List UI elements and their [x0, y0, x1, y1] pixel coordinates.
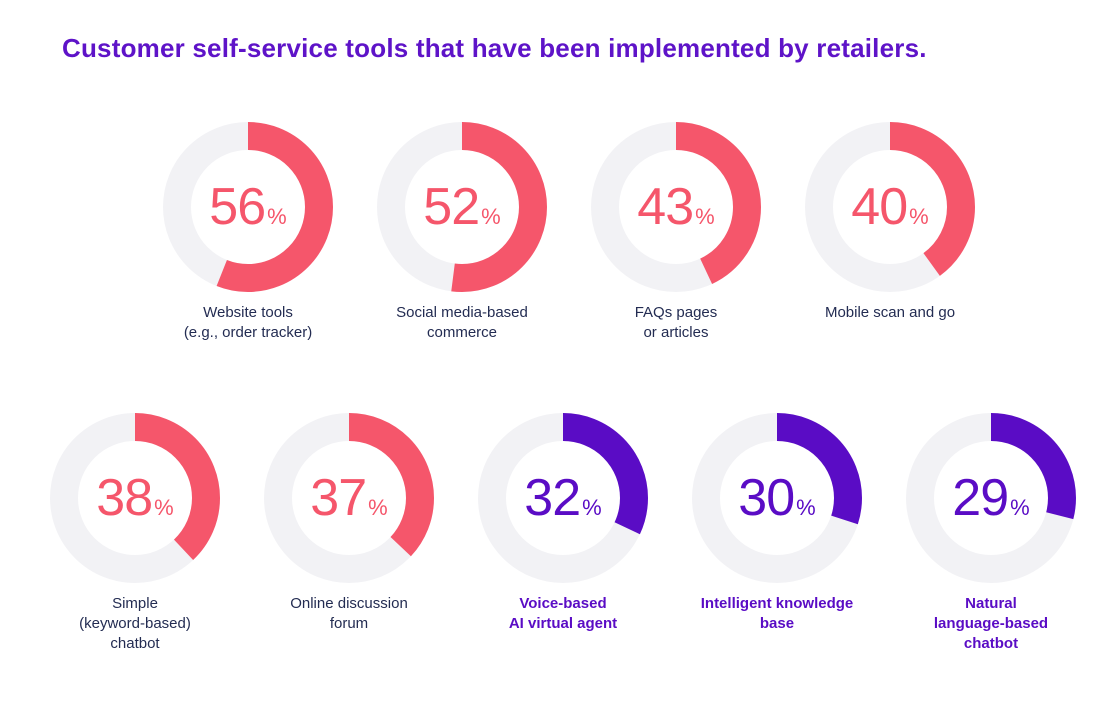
donut-label-line: Natural	[965, 595, 1017, 612]
donut-percent-number: 43	[637, 178, 694, 236]
donut-label-line: Social media-based	[396, 304, 528, 321]
donut-label-line: base	[759, 615, 795, 632]
donut-label: Social media-based commerce	[396, 303, 528, 343]
donut-value: 56%	[163, 122, 333, 292]
donut-label-line: (keyword-based)	[79, 615, 191, 632]
donut-value: 29%	[906, 413, 1076, 583]
donut-value-arc	[163, 122, 333, 292]
donut-value-arc	[50, 413, 220, 583]
donut-label-line: language-based	[933, 615, 1049, 632]
donut-percent-number: 32	[524, 469, 581, 527]
donut-chart: 56%	[163, 122, 333, 292]
donut-label: Online discussion forum	[290, 594, 408, 634]
percent-symbol: %	[796, 495, 816, 520]
donut-ring-svg	[692, 413, 862, 583]
donut-ring-svg	[377, 122, 547, 292]
donut-item: 43% FAQs pages or articles	[569, 122, 783, 343]
donut-ring-svg	[591, 122, 761, 292]
donut-chart: 40%	[805, 122, 975, 292]
donut-value-arc	[377, 122, 547, 292]
donut-label: FAQs pages or articles	[635, 303, 718, 343]
donut-chart: 29%	[906, 413, 1076, 583]
donut-row-1: 56% Website tools (e.g., order tracker) 52%…	[14, 122, 1110, 343]
page-title: Customer self-service tools that have be…	[62, 33, 927, 63]
donut-value-arc	[264, 413, 434, 583]
donut-value-arc	[692, 413, 862, 583]
percent-symbol: %	[695, 204, 715, 229]
percent-symbol: %	[368, 495, 388, 520]
donut-value-arc	[906, 413, 1076, 583]
donut-chart: 43%	[591, 122, 761, 292]
donut-label-line: FAQs pages	[634, 304, 718, 321]
donut-ring-svg	[906, 413, 1076, 583]
donut-item: 38% Simple (keyword-based) chatbot	[28, 413, 242, 654]
donut-label: Voice-based AI virtual agent	[509, 594, 617, 634]
donut-label: Simple (keyword-based) chatbot	[79, 594, 191, 654]
percent-symbol: %	[267, 204, 287, 229]
donut-item: 32% Voice-based AI virtual agent	[456, 413, 670, 634]
donut-chart: 52%	[377, 122, 547, 292]
donut-label-line: forum	[329, 615, 369, 632]
donut-value-arc	[478, 413, 648, 583]
donut-label-line: Intelligent knowledge	[700, 595, 854, 612]
donut-label-line: commerce	[426, 324, 497, 341]
percent-symbol: %	[909, 204, 929, 229]
donut-label-line: Mobile scan and go	[824, 304, 956, 321]
donut-label-line: (e.g., order tracker)	[183, 324, 313, 341]
donut-item: 40% Mobile scan and go	[783, 122, 997, 323]
donut-percent-number: 40	[851, 178, 908, 236]
donut-item: 29% Natural language-based chatbot	[884, 413, 1098, 654]
donut-row-2: 38% Simple (keyword-based) chatbot 37% Online…	[8, 413, 1110, 654]
donut-ring-svg	[805, 122, 975, 292]
donut-percent-number: 38	[96, 469, 153, 527]
donut-percent-number: 29	[952, 469, 1009, 527]
donut-chart: 37%	[264, 413, 434, 583]
donut-ring-svg	[50, 413, 220, 583]
donut-item: 37% Online discussion forum	[242, 413, 456, 634]
donut-label: Intelligent knowledge base	[701, 594, 854, 634]
donut-value: 38%	[50, 413, 220, 583]
donut-label: Mobile scan and go	[825, 303, 955, 323]
donut-label-line: Voice-based	[519, 595, 607, 612]
donut-ring-svg	[478, 413, 648, 583]
donut-item: 30% Intelligent knowledge base	[670, 413, 884, 634]
donut-value: 43%	[591, 122, 761, 292]
donut-label: Website tools (e.g., order tracker)	[184, 303, 312, 343]
donut-percent-number: 56	[209, 178, 266, 236]
donut-value: 32%	[478, 413, 648, 583]
donut-ring-svg	[163, 122, 333, 292]
donut-percent-number: 37	[310, 469, 367, 527]
donut-label-line: chatbot	[110, 635, 160, 652]
donut-percent-number: 52	[423, 178, 480, 236]
donut-chart: 32%	[478, 413, 648, 583]
percent-symbol: %	[154, 495, 174, 520]
percent-symbol: %	[582, 495, 602, 520]
donut-label: Natural language-based chatbot	[934, 594, 1048, 654]
donut-value-arc	[805, 122, 975, 292]
donut-value: 37%	[264, 413, 434, 583]
donut-item: 52% Social media-based commerce	[355, 122, 569, 343]
donut-percent-number: 30	[738, 469, 795, 527]
donut-value: 52%	[377, 122, 547, 292]
donut-label-line: or articles	[643, 324, 709, 341]
donut-label-line: AI virtual agent	[508, 615, 618, 632]
donut-label-line: Website tools	[203, 304, 293, 321]
donut-value: 30%	[692, 413, 862, 583]
donut-label-line: Simple	[112, 595, 158, 612]
donut-ring-svg	[264, 413, 434, 583]
donut-value-arc	[591, 122, 761, 292]
percent-symbol: %	[1010, 495, 1030, 520]
donut-chart: 30%	[692, 413, 862, 583]
donut-value: 40%	[805, 122, 975, 292]
donut-chart: 38%	[50, 413, 220, 583]
donut-label-line: Online discussion	[290, 595, 408, 612]
donut-label-line: chatbot	[963, 635, 1019, 652]
donut-item: 56% Website tools (e.g., order tracker)	[141, 122, 355, 343]
percent-symbol: %	[481, 204, 501, 229]
